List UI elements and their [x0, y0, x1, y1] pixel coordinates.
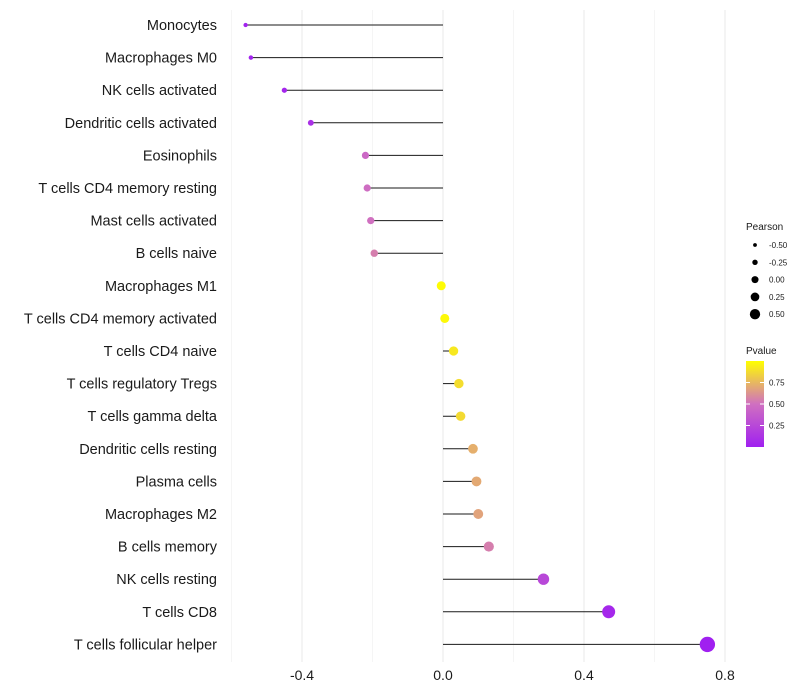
- color-legend: Pvalue 0.25 0.50 0.75: [746, 346, 785, 447]
- lollipop-point: [471, 476, 482, 487]
- size-legend-label: 0.50: [769, 310, 785, 319]
- y-axis-label: Macrophages M1: [105, 279, 217, 295]
- lollipop-point: [248, 55, 254, 60]
- y-axis-label: NK cells activated: [102, 83, 217, 99]
- lollipop-point: [370, 249, 378, 257]
- y-axis-label: Monocytes: [147, 18, 217, 34]
- lollipop-point: [468, 443, 478, 454]
- y-axis-labels: Monocytes Macrophages M0 NK cells activate…: [24, 18, 218, 653]
- color-legend-label: 0.75: [769, 379, 785, 388]
- y-axis-label: Eosinophils: [143, 148, 217, 164]
- size-legend-label: -0.25: [769, 258, 788, 267]
- lollipop-point: [483, 541, 494, 552]
- size-legend-key: [750, 292, 760, 302]
- size-legend-key: [749, 309, 761, 320]
- size-legend-label: -0.50: [769, 241, 788, 250]
- grid-lines: [231, 10, 726, 662]
- color-legend-label: 0.25: [769, 422, 785, 431]
- lollipop-point: [699, 636, 716, 653]
- size-legend-label: 0.25: [769, 293, 785, 302]
- lollipop-point: [448, 346, 459, 356]
- lollipop-point: [243, 22, 248, 28]
- y-axis-label: B cells naive: [136, 246, 217, 262]
- lollipop-point: [307, 119, 314, 126]
- y-axis-label: Dendritic cells resting: [79, 442, 217, 458]
- lollipop-point: [473, 509, 484, 519]
- size-legend-key: [753, 243, 757, 247]
- y-axis-label: T cells regulatory Tregs: [67, 377, 217, 393]
- size-legend-key: [752, 259, 758, 266]
- color-legend-title: Pvalue: [746, 346, 777, 357]
- size-legend: Pearson -0.50 -0.25 0.00 0.25 0.50: [746, 222, 788, 320]
- x-tick-label: 0.0: [433, 667, 453, 683]
- y-axis-label: Mast cells activated: [90, 214, 217, 230]
- lollipop-point: [440, 313, 450, 323]
- y-axis-label: Plasma cells: [136, 474, 217, 490]
- stems: [245, 24, 708, 645]
- y-axis-label: T cells gamma delta: [88, 409, 218, 425]
- y-axis-label: T cells follicular helper: [74, 637, 217, 653]
- y-axis-label: T cells CD8: [142, 605, 217, 621]
- x-tick-label: 0.4: [574, 667, 594, 683]
- lollipop-point: [537, 573, 550, 585]
- lollipop-point: [454, 378, 464, 389]
- x-tick-label: 0.8: [715, 667, 735, 683]
- x-axis-tick-labels: -0.4 0.0 0.4 0.8: [290, 667, 735, 683]
- color-legend-label: 0.50: [769, 400, 785, 409]
- lollipop-point: [281, 87, 288, 93]
- size-legend-title: Pearson: [746, 222, 783, 233]
- size-legend-label: 0.00: [769, 276, 785, 285]
- lollipop-point: [455, 411, 466, 421]
- lollipop-point: [363, 184, 371, 192]
- y-axis-label: Macrophages M0: [105, 51, 217, 67]
- y-axis-label: NK cells resting: [116, 572, 217, 588]
- lollipop-point: [602, 605, 616, 619]
- points: [243, 22, 716, 653]
- y-axis-label: T cells CD4 memory resting: [38, 181, 217, 197]
- x-tick-label: -0.4: [290, 667, 314, 683]
- y-axis-label: B cells memory: [118, 540, 218, 556]
- y-axis-label: T cells CD4 naive: [104, 344, 217, 360]
- y-axis-label: Macrophages M2: [105, 507, 217, 523]
- lollipop-point: [361, 151, 370, 159]
- y-axis-label: Dendritic cells activated: [65, 116, 217, 132]
- size-legend-key: [751, 276, 759, 284]
- color-bar: [746, 361, 764, 447]
- y-axis-label: T cells CD4 memory activated: [24, 311, 217, 327]
- lollipop-point: [436, 281, 446, 291]
- lollipop-point: [367, 216, 375, 225]
